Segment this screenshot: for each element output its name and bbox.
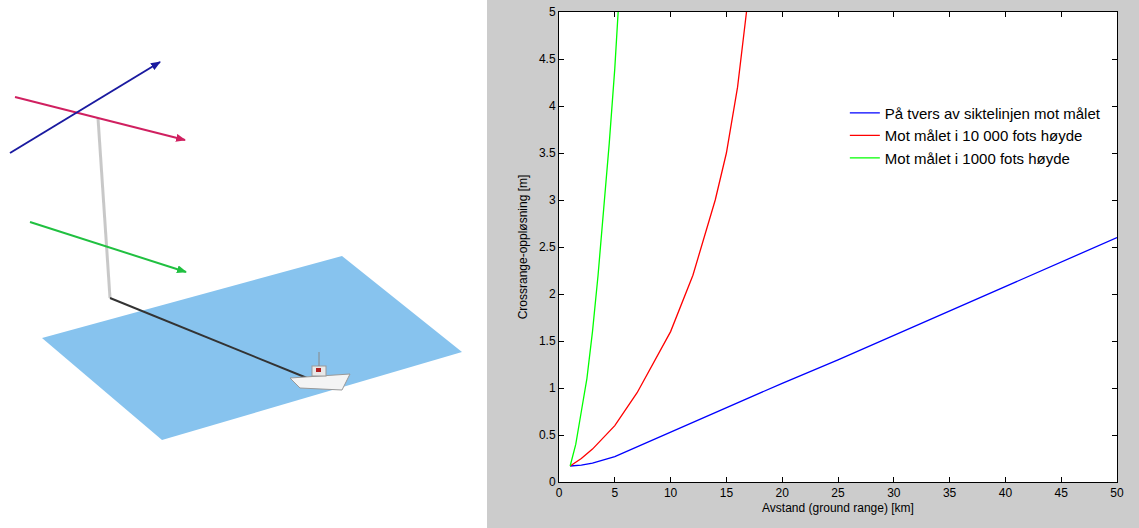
svg-text:0.5: 0.5 (539, 428, 556, 442)
svg-text:3: 3 (549, 193, 556, 207)
svg-text:35: 35 (943, 486, 957, 500)
svg-text:15: 15 (720, 486, 734, 500)
svg-text:10: 10 (664, 486, 678, 500)
svg-text:Mot målet i 1000 fots høyde: Mot målet i 1000 fots høyde (885, 150, 1070, 167)
svg-text:50: 50 (1110, 486, 1124, 500)
svg-text:Avstand (ground range) [km]: Avstand (ground range) [km] (762, 501, 914, 515)
svg-text:Mot målet i 10 000 fots høyde: Mot målet i 10 000 fots høyde (885, 127, 1083, 144)
svg-text:3.5: 3.5 (539, 146, 556, 160)
svg-text:1.5: 1.5 (539, 334, 556, 348)
svg-text:25: 25 (831, 486, 845, 500)
svg-text:Crossrange-oppløsning [m]: Crossrange-oppløsning [m] (516, 175, 530, 320)
svg-text:40: 40 (999, 486, 1013, 500)
svg-text:4.5: 4.5 (539, 52, 556, 66)
svg-text:På tvers av siktelinjen mot må: På tvers av siktelinjen mot målet (885, 105, 1101, 122)
svg-text:20: 20 (776, 486, 790, 500)
svg-text:5: 5 (549, 5, 556, 19)
svg-text:2.5: 2.5 (539, 240, 556, 254)
svg-text:1: 1 (549, 381, 556, 395)
svg-text:0: 0 (556, 486, 563, 500)
svg-text:2: 2 (549, 287, 556, 301)
svg-text:4: 4 (549, 99, 556, 113)
svg-text:30: 30 (887, 486, 901, 500)
svg-text:5: 5 (611, 486, 618, 500)
svg-text:0: 0 (549, 475, 556, 489)
svg-text:45: 45 (1055, 486, 1069, 500)
